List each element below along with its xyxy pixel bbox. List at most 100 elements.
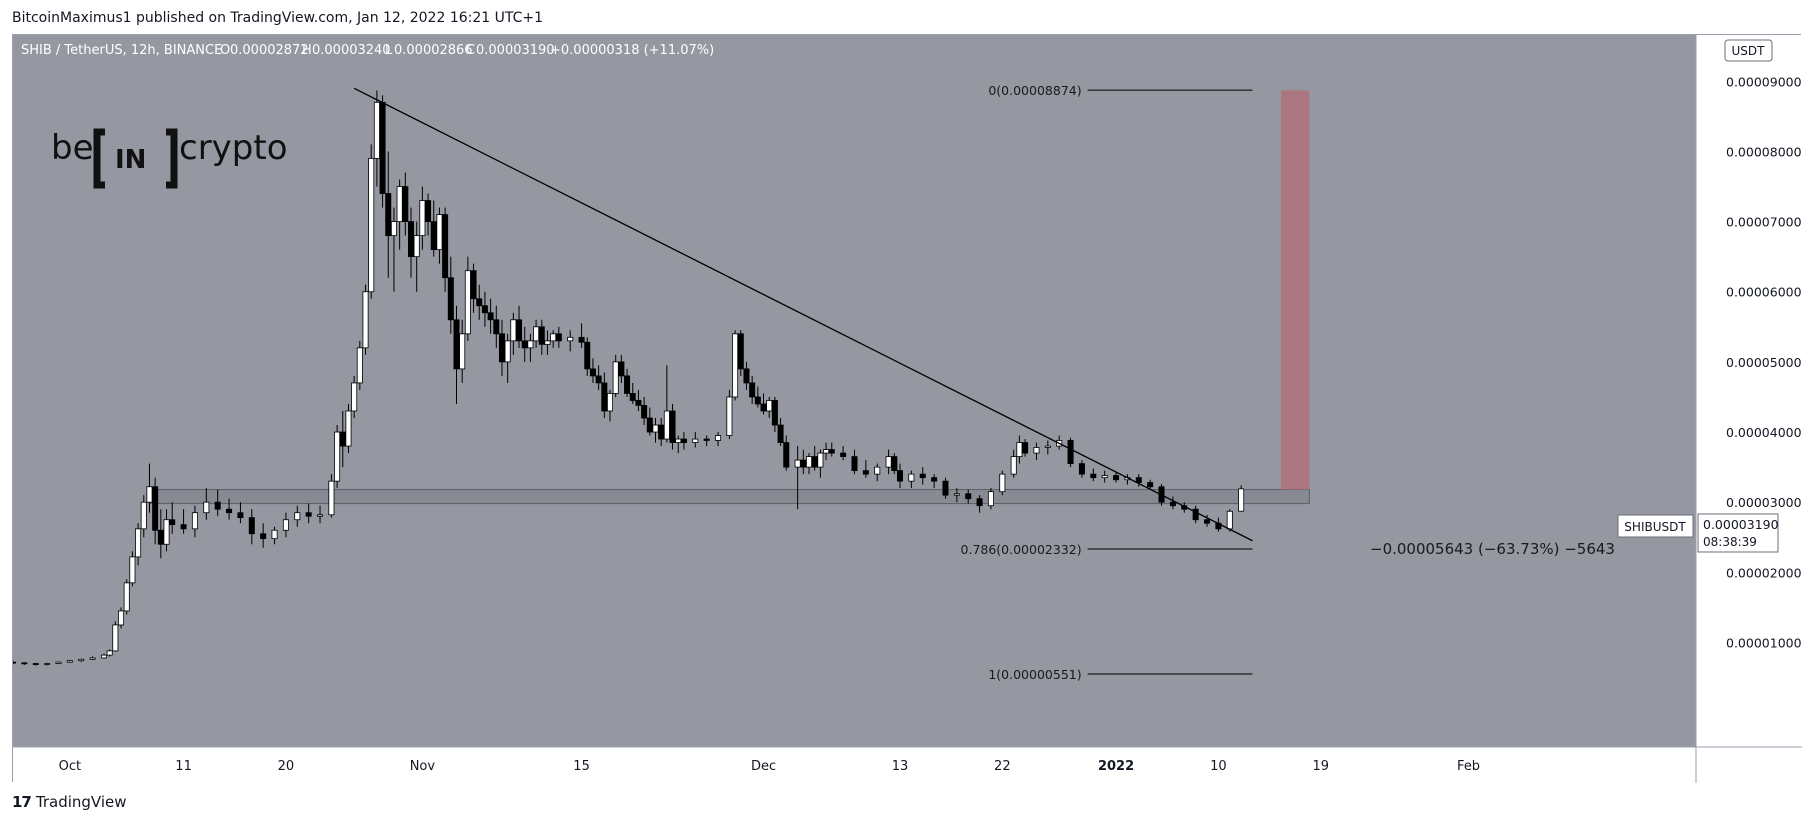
candle-body — [334, 431, 341, 482]
candle-26 — [237, 502, 244, 524]
candle-body — [680, 438, 687, 443]
countdown-value: 08:38:39 — [1703, 535, 1757, 549]
plot-pane[interactable] — [13, 35, 1696, 747]
candle-body — [999, 473, 1006, 493]
candle-body — [169, 519, 176, 526]
candle-body — [749, 382, 756, 398]
candle-body — [282, 519, 289, 531]
candle-63 — [493, 305, 500, 348]
candle-body — [436, 214, 443, 251]
candle-59 — [470, 263, 477, 313]
chart-frame[interactable]: 0(0.00008874) 0.786(0.00002332) 1(0.000005… — [12, 34, 1802, 783]
candle-48 — [408, 207, 415, 278]
ohlc-legend: SHIB / TetherUS, 12h, BINANCE O 0.000028… — [21, 43, 714, 58]
candle-38 — [351, 375, 358, 419]
candle-86 — [635, 389, 642, 411]
price-tick-label-3: 0.00006000 — [1726, 285, 1802, 300]
candle-body — [629, 393, 636, 401]
legend-close-value: 0.00003190 — [476, 43, 555, 58]
price-axis-ticks: 0.00009000 0.00008000 0.00007000 0.00006000… — [1726, 74, 1802, 650]
candle-body — [595, 375, 602, 384]
candle-52 — [430, 200, 437, 257]
candle-133 — [1016, 435, 1023, 464]
candle-body — [516, 319, 523, 342]
candle-body — [112, 624, 119, 652]
candle-body — [1067, 440, 1074, 465]
candle-body — [146, 486, 153, 503]
candle-19 — [163, 509, 170, 552]
candle-body — [1033, 447, 1040, 454]
candle-body — [942, 480, 949, 496]
candle-60 — [476, 284, 483, 320]
candle-body — [652, 424, 659, 433]
symbol-tag[interactable]: SHIBUSDT — [1617, 514, 1694, 538]
time-tick-label-1: 11 — [175, 759, 192, 774]
watermark-bracket-icon — [93, 128, 178, 189]
legend-symbol: SHIB / TetherUS, 12h, BINANCE — [21, 43, 222, 58]
time-tick-label-0: Oct — [59, 759, 81, 774]
candle-57 — [459, 319, 466, 383]
candle-body — [851, 456, 858, 472]
candle-113 — [817, 449, 824, 478]
zones-layer — [148, 90, 1310, 505]
candle-31 — [294, 505, 301, 527]
candle-80 — [601, 372, 608, 419]
candle-102 — [749, 375, 756, 404]
candle-145 — [1147, 479, 1154, 490]
price-axis-pane[interactable] — [1696, 35, 1802, 747]
candle-22 — [191, 505, 198, 538]
legend-high-label: H — [302, 43, 312, 58]
candle-89 — [652, 418, 659, 443]
candle-119 — [874, 463, 881, 482]
candle-body — [601, 382, 608, 412]
candle-body — [675, 438, 682, 443]
candle-body — [1022, 442, 1029, 454]
price-tick-label-8: 0.00001000 — [1726, 635, 1802, 650]
symbol-tag-label: SHIBUSDT — [1624, 520, 1686, 534]
candle-29 — [271, 526, 278, 545]
candle-body — [362, 291, 369, 349]
time-tick-label-8: 2022 — [1098, 759, 1134, 774]
candle-body — [123, 582, 130, 612]
candle-body — [794, 459, 801, 468]
candle-82 — [612, 354, 619, 397]
currency-badge[interactable]: USDT — [1724, 39, 1773, 62]
candle-body — [55, 661, 62, 664]
watermark-text-left: be — [51, 128, 94, 168]
time-tick-label-11: Feb — [1457, 759, 1480, 774]
candle-27 — [248, 509, 255, 545]
candle-body — [1192, 508, 1199, 521]
candle-body — [470, 270, 477, 300]
candle-121 — [891, 453, 898, 475]
chart-canvas[interactable]: 0(0.00008874) 0.786(0.00002332) 1(0.000005… — [13, 35, 1802, 783]
legend-high-value: 0.00003240 — [312, 43, 391, 58]
candle-body — [118, 610, 125, 626]
candle-body — [1238, 488, 1245, 512]
candle-body — [726, 396, 733, 436]
candle-28 — [260, 523, 267, 548]
candle-body — [135, 528, 142, 558]
candle-body — [567, 336, 574, 342]
candle-body — [1135, 477, 1142, 483]
price-tick-label-2: 0.00007000 — [1726, 215, 1802, 230]
time-tick-label-3: Nov — [410, 759, 436, 774]
candle-140 — [1090, 468, 1097, 482]
candle-50 — [419, 186, 426, 250]
candle-64 — [498, 319, 505, 376]
candle-body — [1090, 473, 1097, 479]
candle-76 — [578, 323, 585, 348]
candle-42 — [373, 90, 380, 187]
candle-body — [828, 449, 835, 454]
tradingview-footer[interactable]: 17 TradingView — [12, 793, 127, 811]
tradingview-logo-icon: 17 — [12, 793, 32, 811]
time-axis-pane[interactable] — [13, 747, 1802, 783]
candle-101 — [743, 361, 750, 390]
candle-body — [385, 193, 392, 237]
candle-body — [760, 403, 767, 412]
candle-35 — [334, 425, 341, 489]
candle-body — [402, 186, 409, 222]
candle-body — [345, 410, 352, 447]
candle-87 — [641, 396, 648, 426]
candle-49 — [413, 221, 420, 292]
candle-body — [390, 221, 397, 237]
